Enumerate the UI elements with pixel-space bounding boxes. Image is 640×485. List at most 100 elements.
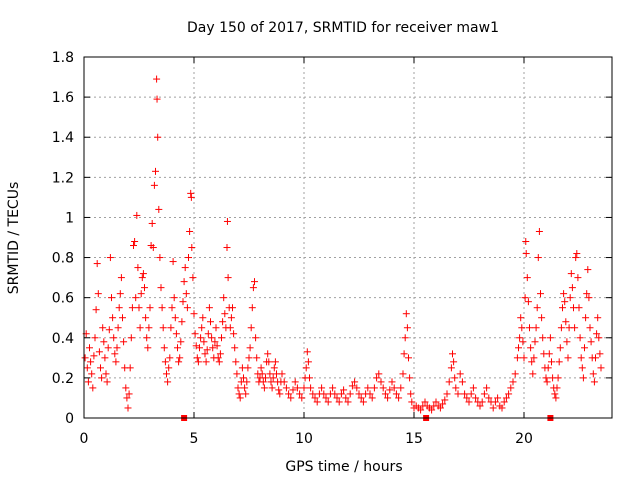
data-point xyxy=(557,324,565,332)
data-point xyxy=(109,314,117,322)
data-point xyxy=(485,394,493,402)
data-point xyxy=(322,394,330,402)
data-point xyxy=(134,264,142,272)
data-point xyxy=(268,384,276,392)
data-point xyxy=(102,370,110,378)
data-point xyxy=(441,396,449,404)
data-point xyxy=(346,390,354,398)
data-point xyxy=(576,334,584,342)
data-point xyxy=(179,298,187,306)
data-point xyxy=(463,394,471,402)
data-point xyxy=(456,370,464,378)
data-point xyxy=(307,384,315,392)
data-point xyxy=(145,324,153,332)
data-point xyxy=(407,390,415,398)
data-point xyxy=(402,310,410,318)
data-point xyxy=(331,390,339,398)
data-point xyxy=(108,294,115,302)
data-point xyxy=(187,189,195,197)
data-point xyxy=(125,390,133,398)
data-point xyxy=(432,398,440,406)
data-point xyxy=(137,290,145,298)
y-tick-label: 0.8 xyxy=(52,251,74,267)
data-point xyxy=(88,370,96,378)
y-tick-label: 1.2 xyxy=(52,170,74,186)
data-point xyxy=(259,378,267,386)
data-point xyxy=(542,374,550,382)
data-points xyxy=(81,75,605,421)
data-point xyxy=(172,330,180,338)
data-point xyxy=(160,344,168,352)
data-point xyxy=(155,205,163,213)
data-point xyxy=(555,358,563,366)
data-point xyxy=(309,390,317,398)
data-point xyxy=(178,318,186,326)
data-point xyxy=(166,354,174,362)
data-point xyxy=(377,378,385,386)
data-point xyxy=(120,338,128,346)
data-point xyxy=(567,270,575,278)
data-point xyxy=(103,378,111,386)
data-point xyxy=(384,394,392,402)
data-point xyxy=(236,394,244,402)
data-point xyxy=(344,398,352,406)
data-point xyxy=(340,386,348,394)
data-point xyxy=(524,298,532,306)
data-point xyxy=(381,390,389,398)
data-point xyxy=(246,344,254,352)
data-point xyxy=(571,324,579,332)
data-point xyxy=(266,370,274,378)
data-point xyxy=(139,270,147,278)
axis-ticks: 0 0.2 0.4 0.6 0.8 1 1.2 1.4 1.6 1.8 0 5 10 15 20 xyxy=(52,50,612,447)
data-point xyxy=(176,354,184,362)
data-point xyxy=(185,254,192,262)
data-point xyxy=(465,398,473,406)
data-point xyxy=(287,394,295,402)
data-point xyxy=(532,324,540,332)
data-point xyxy=(545,350,553,358)
data-point xyxy=(443,390,451,398)
data-point xyxy=(559,304,566,312)
data-point xyxy=(270,364,278,372)
data-point xyxy=(516,334,524,342)
data-point xyxy=(282,384,290,392)
data-point xyxy=(221,310,229,318)
data-point xyxy=(240,374,247,382)
data-point xyxy=(543,378,551,386)
data-point xyxy=(99,324,107,332)
data-point xyxy=(95,348,103,356)
data-point xyxy=(128,304,136,312)
data-point xyxy=(447,364,455,372)
data-point xyxy=(242,390,250,398)
data-point xyxy=(515,344,522,352)
data-point xyxy=(595,334,603,342)
data-point xyxy=(562,318,570,326)
data-point xyxy=(480,390,488,398)
data-point xyxy=(202,358,210,366)
x-tick-label: 5 xyxy=(190,431,199,447)
data-point xyxy=(597,364,605,372)
data-point xyxy=(428,406,436,414)
data-point xyxy=(324,398,332,406)
data-point xyxy=(170,294,178,302)
data-point xyxy=(211,338,219,346)
data-point xyxy=(373,374,381,382)
data-point xyxy=(439,400,447,408)
y-tick-label: 1 xyxy=(65,210,74,226)
data-point xyxy=(522,238,530,246)
data-point xyxy=(527,344,535,352)
data-point xyxy=(519,338,527,346)
data-point xyxy=(224,274,232,282)
data-point xyxy=(337,390,345,398)
data-point xyxy=(190,310,198,318)
data-point xyxy=(131,238,139,246)
data-point xyxy=(544,364,552,372)
data-point xyxy=(264,350,272,358)
data-point xyxy=(191,330,199,338)
data-point xyxy=(353,384,361,392)
data-point xyxy=(563,338,571,346)
data-point xyxy=(304,358,312,366)
data-point xyxy=(366,390,374,398)
data-point xyxy=(291,378,299,386)
